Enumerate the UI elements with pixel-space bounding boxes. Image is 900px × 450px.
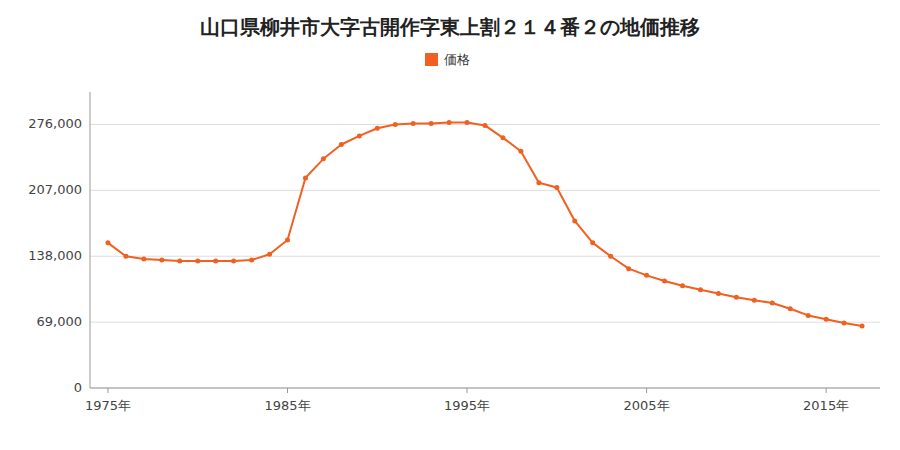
y-tick-label: 0 [74, 380, 82, 395]
x-tick [467, 388, 468, 393]
point [608, 254, 613, 259]
point [411, 121, 416, 126]
point [339, 142, 344, 147]
legend-swatch [425, 53, 438, 66]
point [698, 287, 703, 292]
x-tick-label: 1995年 [444, 398, 490, 413]
x-tick [646, 388, 647, 393]
line [108, 123, 862, 326]
y-tick-label: 207,000 [28, 182, 82, 197]
point [500, 135, 505, 140]
point [554, 185, 559, 190]
point [267, 252, 272, 257]
x-tick [287, 388, 288, 393]
point [159, 258, 164, 263]
y-axis-line [90, 92, 91, 388]
point [518, 149, 523, 154]
x-tick-label: 2015年 [803, 398, 849, 413]
point [842, 321, 847, 326]
x-axis-line [90, 388, 880, 389]
point [195, 259, 200, 264]
grid-line [90, 388, 880, 389]
point [141, 257, 146, 262]
point [788, 306, 793, 311]
grid [90, 124, 880, 388]
point [626, 266, 631, 271]
chart: 山口県柳井市大字古開作字東上割２１４番２の地価推移 0 69,000 138,000 2… [0, 0, 900, 450]
grid-line [90, 190, 880, 191]
point [321, 156, 326, 161]
x-tick-label: 1975年 [85, 398, 131, 413]
grid-line [90, 322, 880, 323]
point [393, 122, 398, 127]
point [123, 254, 128, 259]
grid-line [90, 256, 880, 257]
x-tick-label: 1985年 [264, 398, 310, 413]
legend-label: 価格 [444, 52, 470, 67]
point [824, 317, 829, 322]
point [303, 175, 308, 180]
point [644, 273, 649, 278]
point [860, 323, 865, 328]
plot-area [105, 120, 864, 328]
point [752, 298, 757, 303]
point [447, 120, 452, 125]
point [680, 283, 685, 288]
point [806, 313, 811, 318]
point [716, 291, 721, 296]
point [770, 301, 775, 306]
y-tick-label: 69,000 [37, 314, 83, 329]
point [429, 121, 434, 126]
point [285, 238, 290, 243]
y-tick-label: 138,000 [28, 248, 82, 263]
point [483, 123, 488, 128]
point [249, 258, 254, 263]
legend: 価格 [425, 52, 470, 67]
x-tick [826, 388, 827, 393]
point [465, 120, 470, 125]
x-tick-label: 2005年 [624, 398, 670, 413]
point [357, 133, 362, 138]
point [662, 279, 667, 284]
x-tick [107, 388, 108, 393]
y-tick-label: 276,000 [28, 116, 82, 131]
point [375, 126, 380, 131]
point [105, 240, 110, 245]
title: 山口県柳井市大字古開作字東上割２１４番２の地価推移 [200, 15, 700, 39]
point [734, 295, 739, 300]
point [231, 259, 236, 264]
point [572, 218, 577, 223]
point [213, 259, 218, 264]
point [590, 240, 595, 245]
point [177, 259, 182, 264]
point [536, 180, 541, 185]
